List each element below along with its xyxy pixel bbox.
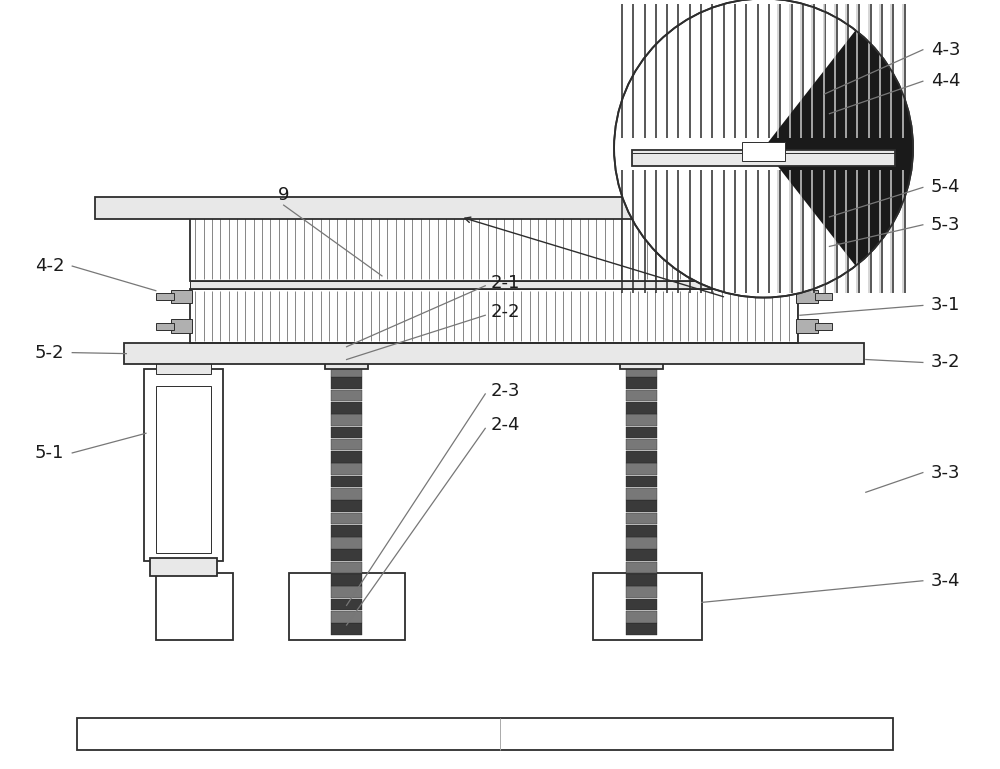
Bar: [331, 414, 362, 426]
Bar: [620, 351, 663, 369]
Bar: [331, 402, 362, 414]
Bar: [331, 524, 362, 537]
Text: 4-4: 4-4: [931, 72, 960, 90]
Bar: [95, 198, 893, 219]
Text: 3-2: 3-2: [931, 354, 960, 371]
Bar: [593, 573, 702, 640]
Bar: [156, 573, 233, 640]
Bar: [190, 210, 798, 281]
Bar: [190, 288, 798, 343]
Bar: [626, 464, 657, 475]
Bar: [331, 623, 362, 635]
Bar: [331, 390, 362, 401]
Text: 5-2: 5-2: [35, 344, 64, 361]
Bar: [626, 623, 657, 635]
Bar: [331, 488, 362, 500]
Text: 5-3: 5-3: [931, 216, 960, 234]
Bar: [331, 501, 362, 512]
Bar: [331, 537, 362, 549]
Bar: [331, 513, 362, 524]
Bar: [626, 574, 657, 586]
Bar: [289, 573, 405, 640]
Bar: [156, 293, 174, 300]
Bar: [626, 586, 657, 598]
Bar: [331, 439, 362, 451]
Bar: [190, 281, 798, 288]
Bar: [632, 150, 895, 166]
Bar: [742, 142, 785, 161]
Bar: [626, 513, 657, 524]
Bar: [331, 378, 362, 389]
Bar: [124, 343, 864, 365]
Bar: [171, 290, 192, 304]
Bar: [815, 323, 832, 330]
Bar: [626, 390, 657, 401]
Bar: [626, 524, 657, 537]
Text: 4-3: 4-3: [931, 41, 960, 58]
Text: 3-3: 3-3: [931, 464, 960, 481]
Bar: [331, 549, 362, 561]
Bar: [144, 369, 223, 561]
Bar: [626, 378, 657, 389]
Bar: [331, 464, 362, 475]
Text: 5-4: 5-4: [931, 178, 960, 196]
Text: 4-2: 4-2: [35, 257, 64, 275]
Bar: [796, 319, 818, 333]
Bar: [331, 451, 362, 463]
Bar: [626, 561, 657, 574]
Bar: [331, 476, 362, 488]
Bar: [156, 360, 211, 375]
Bar: [626, 537, 657, 549]
Bar: [331, 574, 362, 586]
Bar: [331, 427, 362, 438]
Wedge shape: [764, 30, 913, 266]
Text: 5-1: 5-1: [35, 444, 64, 462]
Text: 2-3: 2-3: [490, 382, 520, 400]
Bar: [626, 598, 657, 611]
Bar: [626, 439, 657, 451]
Bar: [331, 611, 362, 623]
Bar: [156, 323, 174, 330]
Text: 9: 9: [278, 186, 289, 205]
Bar: [626, 611, 657, 623]
Text: 3-4: 3-4: [931, 572, 960, 590]
Bar: [626, 488, 657, 500]
Bar: [331, 561, 362, 574]
Bar: [626, 549, 657, 561]
Bar: [626, 365, 657, 377]
Bar: [626, 451, 657, 463]
Bar: [626, 476, 657, 488]
Bar: [331, 586, 362, 598]
Text: 2-1: 2-1: [490, 274, 520, 291]
Bar: [156, 386, 211, 553]
Bar: [626, 414, 657, 426]
Circle shape: [614, 0, 913, 298]
Bar: [626, 427, 657, 438]
Text: 3-1: 3-1: [931, 296, 960, 315]
Bar: [325, 351, 368, 369]
Bar: [331, 598, 362, 611]
Bar: [626, 402, 657, 414]
Bar: [815, 293, 832, 300]
Bar: [331, 365, 362, 377]
Bar: [77, 718, 893, 750]
Bar: [796, 290, 818, 304]
Bar: [150, 558, 217, 576]
Text: 2-4: 2-4: [490, 416, 520, 434]
Text: 2-2: 2-2: [490, 303, 520, 321]
Bar: [626, 501, 657, 512]
Bar: [171, 319, 192, 333]
